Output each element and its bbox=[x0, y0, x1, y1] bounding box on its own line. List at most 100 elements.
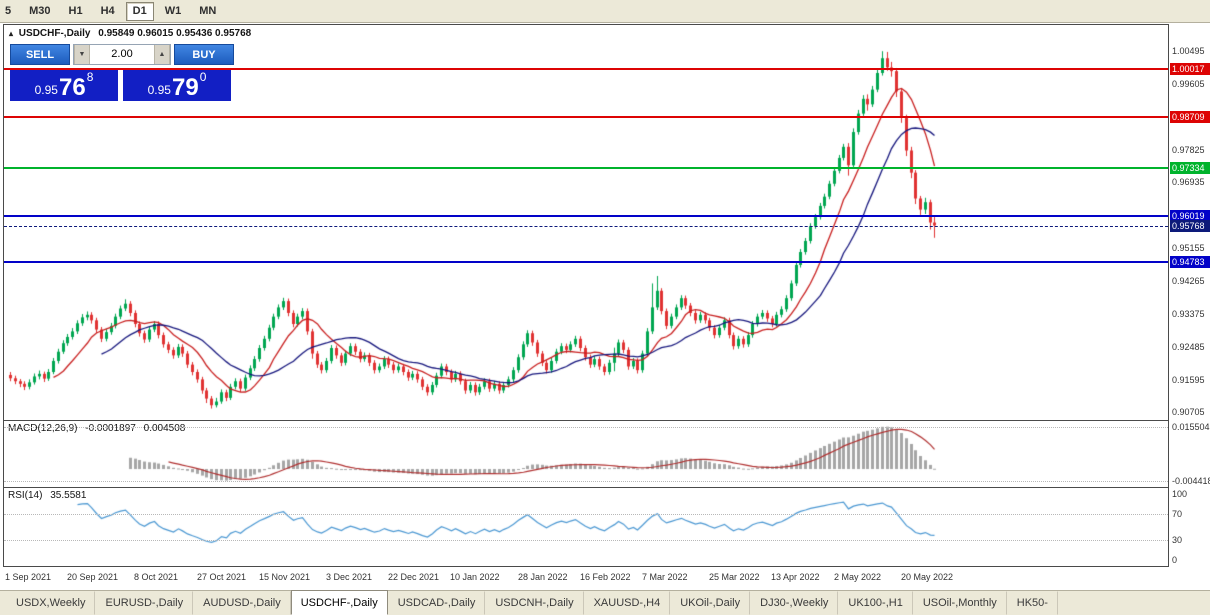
macd-pane: MACD(12,26,9) -0.0001897 0.004508 bbox=[4, 421, 1168, 487]
main-pane: ▴ USDCHF-,Daily 0.95849 0.96015 0.95436 … bbox=[4, 25, 1168, 420]
pivot-line-green[interactable] bbox=[4, 166, 1168, 169]
date-label: 16 Feb 2022 bbox=[580, 572, 631, 582]
chart-tab-uk100-h1[interactable]: UK100-,H1 bbox=[838, 591, 913, 615]
timeframe-button-h1[interactable]: H1 bbox=[68, 4, 83, 17]
rsi-axis-label: 70 bbox=[1172, 508, 1183, 519]
price-badge-0.98709: 0.98709 bbox=[1170, 110, 1210, 123]
support-line-1[interactable] bbox=[4, 215, 1168, 218]
chart-tab-usdchf-daily[interactable]: USDCHF-,Daily bbox=[290, 590, 388, 615]
price-axis-label: 0.96935 bbox=[1172, 177, 1205, 188]
chart-tab-xauusd-h4[interactable]: XAUUSD-,H4 bbox=[584, 591, 671, 615]
sell-button[interactable]: SELL bbox=[10, 44, 70, 65]
buy-price-pipette: 0 bbox=[199, 70, 207, 84]
rsi-canvas[interactable] bbox=[4, 488, 1168, 566]
date-label: 20 May 2022 bbox=[901, 572, 954, 582]
price-badge-1.00017: 1.00017 bbox=[1170, 62, 1210, 75]
rsi-level-line-30 bbox=[4, 540, 1168, 542]
price-badge-0.94783: 0.94783 bbox=[1170, 255, 1210, 268]
price-axis[interactable]: 1.00495 0.99605 0.97825 0.96935 0.95155 0.942… bbox=[1170, 25, 1210, 566]
macd-grid-line bbox=[4, 427, 1168, 428]
date-label: 1 Sep 2021 bbox=[5, 572, 52, 582]
price-axis-label: 0.93375 bbox=[1172, 308, 1205, 319]
date-label: 13 Apr 2022 bbox=[771, 572, 820, 582]
volume-stepper[interactable]: ▼ 2.00 ▲ bbox=[73, 44, 171, 65]
macd-axis-label: 0.015504 bbox=[1172, 422, 1210, 432]
timeframe-button-h4[interactable]: H4 bbox=[100, 4, 115, 17]
price-axis-label: 0.99605 bbox=[1172, 78, 1205, 89]
chart-workspace: ▴ USDCHF-,Daily 0.95849 0.96015 0.95436 … bbox=[0, 23, 1210, 615]
date-label: 15 Nov 2021 bbox=[259, 572, 311, 582]
rsi-level-line-70 bbox=[4, 513, 1168, 515]
chart-tab-hk50[interactable]: HK50- bbox=[1007, 591, 1058, 615]
price-axis-label: 0.94265 bbox=[1172, 276, 1205, 286]
rsi-axis-label: 100 bbox=[1172, 488, 1188, 499]
rsi-label: RSI(14) 35.5581 bbox=[8, 490, 86, 501]
chart-tab-usdx-weekly[interactable]: USDX,Weekly bbox=[6, 591, 96, 615]
date-label: 27 Oct 2021 bbox=[197, 572, 247, 582]
date-label: 22 Dec 2021 bbox=[388, 572, 440, 582]
support-line-2[interactable] bbox=[4, 260, 1168, 263]
date-label: 7 Mar 2022 bbox=[642, 572, 688, 582]
chart-tab-dj30-weekly[interactable]: DJ30-,Weekly bbox=[750, 591, 839, 615]
macd-indicator-name: MACD(12,26,9) bbox=[8, 423, 78, 434]
timeframe-button-5[interactable]: 5 bbox=[5, 4, 12, 17]
macd-signal-value: 0.004508 bbox=[143, 423, 186, 434]
pane-separator[interactable] bbox=[4, 420, 1168, 421]
volume-increase-button[interactable]: ▲ bbox=[154, 45, 170, 64]
date-label: 20 Sep 2021 bbox=[67, 572, 119, 582]
chart-tab-audusd-daily[interactable]: AUDUSD-,Daily bbox=[193, 591, 291, 615]
price-badge-0.97334: 0.97334 bbox=[1170, 161, 1210, 174]
price-axis-label: 0.90705 bbox=[1172, 407, 1205, 418]
resistance-line-2[interactable] bbox=[4, 115, 1168, 118]
chart-tab-usdcnh-daily[interactable]: USDCNH-,Daily bbox=[485, 591, 584, 615]
sell-price-pipette: 8 bbox=[86, 70, 94, 84]
timeframe-button-d1[interactable]: D1 bbox=[125, 1, 154, 21]
resistance-line-1[interactable] bbox=[4, 67, 1168, 70]
chart-tab-eurusd-daily[interactable]: EURUSD-,Daily bbox=[95, 591, 194, 615]
rsi-indicator-name: RSI(14) bbox=[8, 490, 43, 501]
sell-price-big-digits: 76 bbox=[58, 74, 86, 101]
date-label: 8 Oct 2021 bbox=[134, 572, 179, 582]
timeframe-toolbar: 5 M30 H1 H4 D1 W1 MN bbox=[0, 0, 1210, 23]
timeframe-button-m30[interactable]: M30 bbox=[29, 4, 51, 17]
sell-price-display[interactable]: 0.95 76 8 bbox=[10, 68, 118, 101]
price-axis-label: 0.95155 bbox=[1172, 243, 1205, 254]
buy-price-display[interactable]: 0.95 79 0 bbox=[123, 68, 231, 101]
rsi-pane: RSI(14) 35.5581 bbox=[4, 488, 1168, 566]
time-axis[interactable]: 1 Sep 2021 20 Sep 2021 8 Oct 2021 27 Oct 20… bbox=[4, 568, 1168, 589]
chart-tab-bar: USDX,Weekly EURUSD-,Daily AUDUSD-,Daily USD… bbox=[0, 590, 1210, 615]
rsi-value: 35.5581 bbox=[50, 490, 87, 501]
timeframe-button-w1[interactable]: W1 bbox=[164, 4, 182, 17]
price-axis-label: 0.97825 bbox=[1172, 144, 1205, 155]
bid-price-badge: 0.95768 bbox=[1170, 219, 1210, 232]
rsi-axis-label: 0 bbox=[1172, 555, 1178, 566]
chart-window: ▴ USDCHF-,Daily 0.95849 0.96015 0.95436 … bbox=[3, 24, 1169, 567]
macd-main-value: -0.0001897 bbox=[85, 423, 136, 434]
timeframe-button-mn[interactable]: MN bbox=[199, 4, 217, 17]
date-label: 25 Mar 2022 bbox=[709, 572, 760, 582]
pane-separator[interactable] bbox=[4, 487, 1168, 488]
buy-price-prefix: 0.95 bbox=[147, 83, 171, 97]
macd-label: MACD(12,26,9) -0.0001897 0.004508 bbox=[8, 423, 185, 434]
chart-tab-ukoil-daily[interactable]: UKOil-,Daily bbox=[670, 591, 751, 615]
chart-symbol-period-label: USDCHF-,Daily bbox=[18, 28, 91, 39]
price-axis-label: 1.00495 bbox=[1172, 46, 1205, 57]
date-label: 10 Jan 2022 bbox=[450, 572, 500, 582]
date-label: 3 Dec 2021 bbox=[326, 572, 373, 582]
collapse-trade-panel-icon[interactable]: ▴ bbox=[9, 29, 14, 38]
macd-canvas[interactable] bbox=[4, 421, 1168, 487]
volume-decrease-button[interactable]: ▼ bbox=[74, 45, 90, 64]
chart-title: ▴ USDCHF-,Daily 0.95849 0.96015 0.95436 … bbox=[9, 28, 251, 39]
macd-grid-line bbox=[4, 481, 1168, 482]
buy-button[interactable]: BUY bbox=[174, 44, 234, 65]
one-click-trading-panel: SELL ▼ 2.00 ▲ BUY 0.95 76 8 0.95 bbox=[10, 44, 234, 101]
date-label: 2 May 2022 bbox=[834, 572, 882, 582]
volume-input[interactable]: 2.00 bbox=[111, 48, 133, 60]
buy-price-big-digits: 79 bbox=[171, 74, 199, 101]
price-badge-0.96019: 0.96019 bbox=[1170, 210, 1210, 223]
chart-tab-usdcad-daily[interactable]: USDCAD-,Daily bbox=[388, 591, 486, 615]
bid-price-line bbox=[4, 225, 1168, 227]
macd-axis-label: -0.004418 bbox=[1172, 476, 1210, 486]
price-axis-label: 0.91595 bbox=[1172, 374, 1205, 385]
chart-tab-usoil-monthly[interactable]: USOil-,Monthly bbox=[913, 591, 1007, 615]
